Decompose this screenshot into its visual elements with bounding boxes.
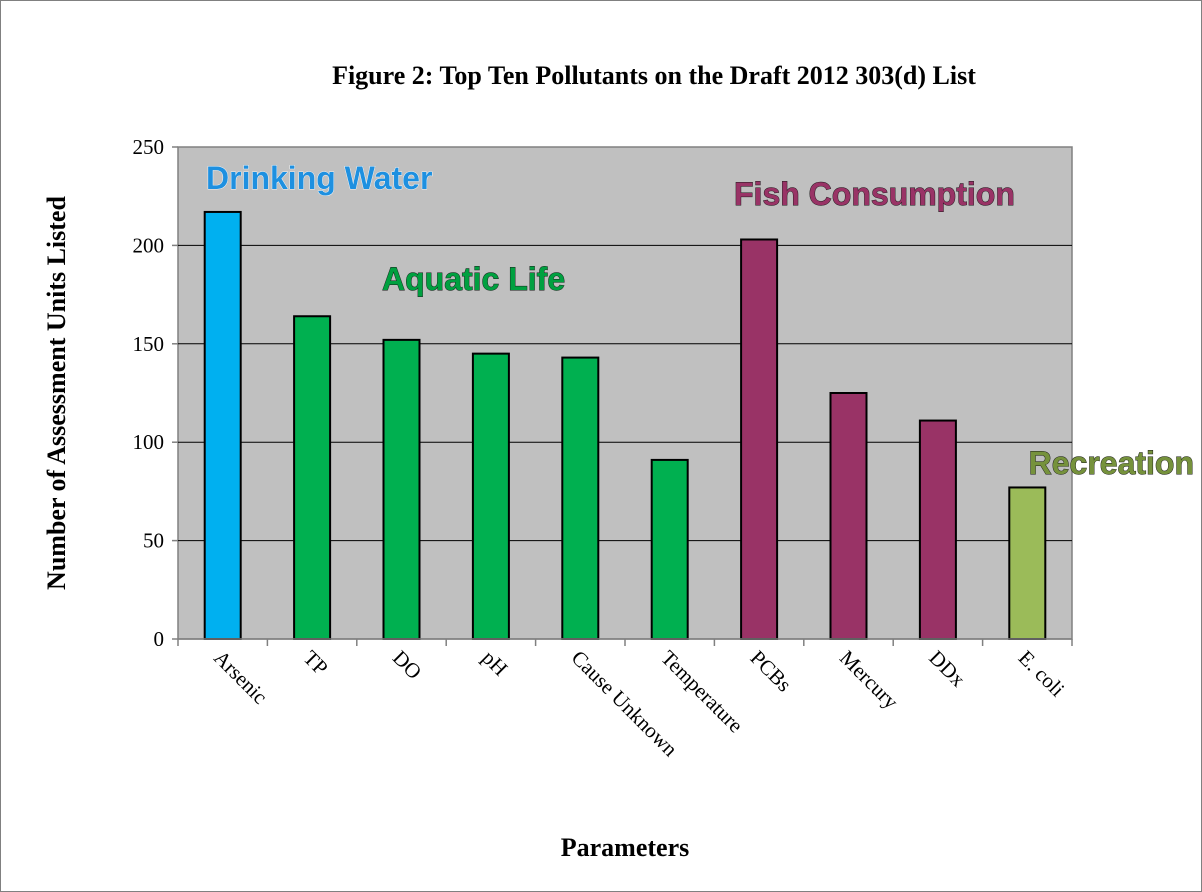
bar-e-coli — [1008, 486, 1047, 640]
y-axis-ticks: 0 50 100 150 200 250 — [133, 135, 178, 651]
x-tick-label: DDx — [924, 646, 970, 692]
x-tick-label: DO — [388, 646, 426, 684]
x-tick-label: E. coli — [1014, 646, 1070, 702]
x-axis — [177, 638, 1073, 646]
y-tick-label: 200 — [133, 233, 165, 257]
y-tick-label: 50 — [143, 529, 164, 553]
y-tick-label: 150 — [133, 332, 165, 356]
group-label-drinking: Drinking Water — [206, 160, 432, 196]
bar-mercury — [829, 392, 868, 640]
bar-cause-unknown — [561, 356, 600, 640]
y-tick-label: 100 — [133, 430, 165, 454]
chart-title: Figure 2: Top Ten Pollutants on the Draf… — [332, 61, 976, 90]
group-label-recreation: Recreation — [1029, 445, 1194, 481]
bar-temperature — [650, 458, 689, 640]
x-tick-label: Temperature — [656, 646, 748, 738]
x-tick-label: Mercury — [835, 646, 903, 714]
x-tick-label: TP — [299, 646, 333, 680]
group-labels: Drinking Water Aquatic Life Fish Consumpti… — [206, 160, 1195, 482]
y-axis-label: Number of Assessment Units Listed — [42, 196, 71, 590]
bar-pcbs — [740, 238, 779, 640]
group-label-fish: Fish Consumption — [734, 176, 1015, 212]
bar-ph — [471, 352, 510, 640]
x-tick-label: Arsenic — [209, 646, 272, 709]
bar-do — [382, 338, 421, 640]
category-labels: Arsenic TP DO pH Cause UnknownTemperaturePCB… — [209, 646, 1069, 762]
bar-arsenic — [203, 210, 242, 640]
x-tick-label: pH — [477, 646, 512, 681]
y-tick-label: 250 — [133, 135, 165, 159]
bar-tp — [293, 315, 332, 640]
bar-ddx — [918, 419, 957, 640]
y-tick-label: 0 — [154, 627, 165, 651]
x-tick-label: PCBs — [746, 646, 797, 697]
x-axis-label: Parameters — [561, 833, 689, 862]
group-label-aquatic: Aquatic Life — [382, 261, 565, 297]
